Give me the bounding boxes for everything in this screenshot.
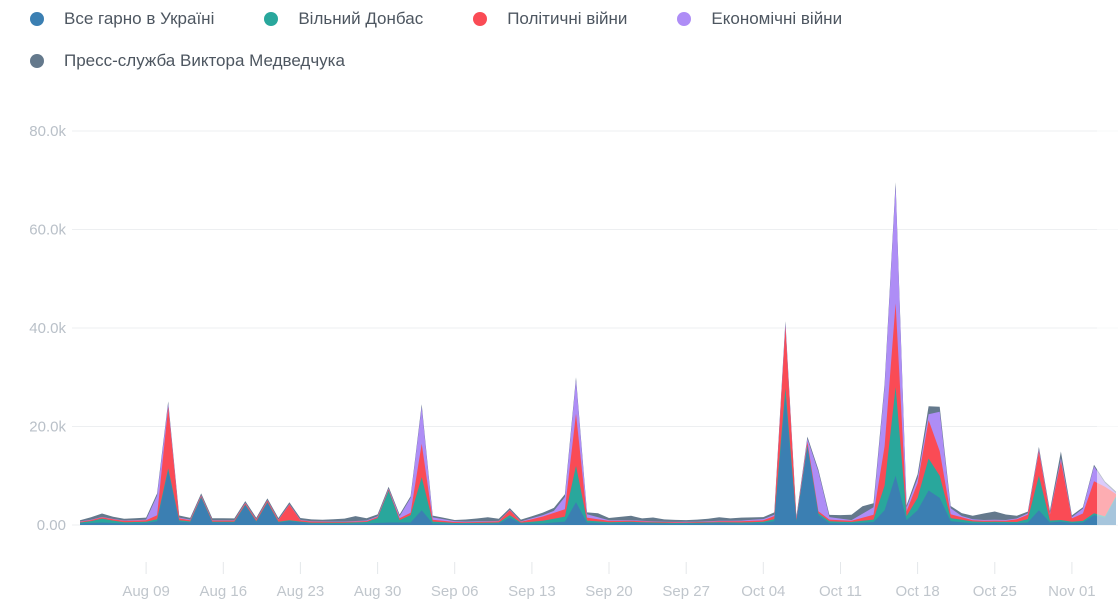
x-axis-tick-label: Aug 09	[122, 583, 170, 600]
legend-label: Вільний Донбас	[298, 9, 424, 28]
legend-label: Політичні війни	[507, 9, 628, 28]
x-axis-tick-label: Sep 20	[585, 583, 633, 600]
x-axis-tick-label: Sep 13	[508, 583, 556, 600]
y-axis-tick-label: 20.0k	[29, 419, 66, 436]
area-series-1[interactable]	[80, 387, 1116, 525]
x-axis-tick-label: Sep 27	[662, 583, 710, 600]
legend-item-politychni-viyny[interactable]: Політичні війни	[473, 8, 627, 30]
legend-dot-teal-icon	[264, 12, 279, 26]
x-axis-tick-label: Aug 30	[354, 583, 402, 600]
x-axis-tick-label: Aug 23	[277, 583, 325, 600]
x-axis-tick-label: Sep 06	[431, 583, 479, 600]
legend-label: Все гарно в Україні	[64, 9, 215, 28]
legend-dot-red-icon	[473, 12, 488, 26]
legend-item-vilnyi-donbas[interactable]: Вільний Донбас	[264, 8, 423, 30]
area-series-2[interactable]	[80, 303, 1116, 525]
legend-dot-blue-icon	[30, 12, 44, 26]
x-axis-tick-label: Oct 18	[896, 583, 940, 600]
legend-label: Пресс-служба Виктора Медведчука	[64, 51, 345, 70]
legend-label: Економічні війни	[711, 9, 843, 28]
x-axis-tick-label: Oct 25	[973, 583, 1017, 600]
x-axis-tick-label: Nov 01	[1048, 583, 1096, 600]
incomplete-period-fade	[1097, 100, 1118, 525]
stacked-area-chart[interactable]: 0.00 20.0k 40.0k 60.0k 80.0k Aug 09 Aug 16 Aug …	[0, 100, 1118, 610]
x-axis-tick-label: Aug 16	[200, 583, 248, 600]
legend-dot-purple-icon	[677, 12, 692, 26]
y-axis-tick-label: 0.00	[37, 517, 66, 534]
legend-item-ekonomichni-viyny[interactable]: Економічні війни	[677, 8, 842, 30]
legend-item-vse-garno[interactable]: Все гарно в Україні	[30, 8, 214, 30]
chart-legend: Все гарно в Україні Вільний Донбас Політ…	[30, 8, 1108, 72]
x-axis-tick-label: Oct 04	[741, 583, 785, 600]
y-axis-tick-label: 80.0k	[29, 123, 66, 140]
legend-item-press-sluzhba[interactable]: Пресс-служба Виктора Медведчука	[30, 50, 345, 72]
x-axis-tick-label: Oct 11	[819, 583, 862, 600]
area-series-4[interactable]	[80, 182, 1116, 525]
legend-dot-gray-icon	[30, 54, 44, 68]
y-axis-tick-label: 60.0k	[29, 222, 66, 239]
area-series-3[interactable]	[80, 185, 1116, 525]
y-axis-tick-label: 40.0k	[29, 320, 66, 337]
chart-canvas[interactable]: 0.00 20.0k 40.0k 60.0k 80.0k Aug 09 Aug 16 Aug …	[0, 100, 1118, 610]
area-series-0[interactable]	[80, 396, 1116, 525]
